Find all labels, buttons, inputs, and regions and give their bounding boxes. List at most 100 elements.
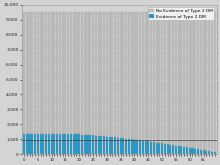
- Bar: [31, 134, 33, 154]
- Bar: [142, 141, 144, 154]
- Bar: [56, 12, 58, 134]
- Bar: [164, 144, 166, 154]
- Bar: [53, 12, 55, 134]
- Bar: [211, 12, 213, 152]
- Bar: [202, 12, 205, 150]
- Bar: [186, 147, 188, 154]
- Bar: [73, 134, 75, 154]
- Bar: [145, 141, 147, 154]
- Bar: [164, 12, 166, 144]
- Bar: [136, 140, 138, 154]
- Bar: [111, 12, 114, 137]
- Bar: [81, 134, 83, 154]
- Bar: [172, 12, 174, 145]
- Bar: [86, 135, 89, 154]
- Bar: [62, 12, 64, 134]
- Bar: [202, 150, 205, 154]
- Bar: [106, 12, 108, 137]
- Bar: [189, 148, 191, 154]
- Bar: [134, 140, 136, 154]
- Bar: [97, 12, 100, 136]
- Bar: [200, 12, 202, 150]
- Bar: [67, 12, 69, 134]
- Bar: [103, 136, 105, 154]
- Bar: [64, 134, 66, 154]
- Bar: [62, 134, 64, 154]
- Bar: [145, 12, 147, 141]
- Legend: No Evidence of Type 2 DM, Evidence of Type 2 DM: No Evidence of Type 2 DM, Evidence of Ty…: [148, 7, 214, 20]
- Bar: [37, 134, 39, 154]
- Bar: [194, 149, 196, 154]
- Bar: [64, 12, 66, 134]
- Bar: [59, 134, 61, 154]
- Bar: [128, 139, 130, 154]
- Bar: [122, 12, 125, 138]
- Bar: [178, 12, 180, 146]
- Bar: [84, 135, 86, 154]
- Bar: [31, 12, 33, 134]
- Bar: [200, 150, 202, 154]
- Bar: [167, 12, 169, 144]
- Bar: [150, 142, 152, 154]
- Bar: [125, 139, 127, 154]
- Bar: [53, 134, 55, 154]
- Bar: [109, 12, 111, 137]
- Bar: [106, 137, 108, 154]
- Bar: [70, 134, 72, 154]
- Bar: [136, 12, 138, 140]
- Bar: [45, 134, 47, 154]
- Bar: [42, 12, 44, 134]
- Bar: [128, 12, 130, 139]
- Bar: [158, 143, 160, 154]
- Bar: [178, 146, 180, 154]
- Bar: [156, 143, 158, 154]
- Bar: [73, 12, 75, 134]
- Bar: [183, 147, 185, 154]
- Bar: [84, 12, 86, 135]
- Bar: [147, 12, 149, 141]
- Bar: [142, 12, 144, 141]
- Bar: [117, 12, 119, 138]
- Bar: [214, 12, 216, 152]
- Bar: [131, 139, 133, 154]
- Bar: [197, 12, 199, 149]
- Bar: [23, 12, 25, 134]
- Bar: [92, 135, 94, 154]
- Bar: [114, 12, 116, 137]
- Bar: [97, 136, 100, 154]
- Bar: [89, 135, 91, 154]
- Bar: [51, 12, 53, 134]
- Bar: [48, 134, 50, 154]
- Bar: [100, 12, 102, 136]
- Bar: [197, 149, 199, 154]
- Bar: [78, 134, 80, 154]
- Bar: [161, 12, 163, 143]
- Bar: [208, 12, 210, 151]
- Bar: [67, 134, 69, 154]
- Bar: [186, 12, 188, 147]
- Bar: [153, 12, 155, 142]
- Bar: [169, 12, 171, 145]
- Bar: [59, 12, 61, 134]
- Bar: [205, 151, 207, 154]
- Bar: [147, 141, 149, 154]
- Bar: [23, 134, 25, 154]
- Bar: [37, 12, 39, 134]
- Bar: [156, 12, 158, 143]
- Bar: [139, 140, 141, 154]
- Bar: [208, 151, 210, 154]
- Bar: [92, 12, 94, 135]
- Bar: [191, 12, 194, 148]
- Bar: [150, 12, 152, 142]
- Bar: [40, 134, 42, 154]
- Bar: [100, 136, 102, 154]
- Bar: [78, 12, 80, 134]
- Bar: [205, 12, 207, 151]
- Bar: [180, 12, 182, 146]
- Bar: [56, 134, 58, 154]
- Bar: [103, 12, 105, 136]
- Bar: [167, 144, 169, 154]
- Bar: [120, 12, 122, 138]
- Bar: [214, 152, 216, 154]
- Bar: [48, 12, 50, 134]
